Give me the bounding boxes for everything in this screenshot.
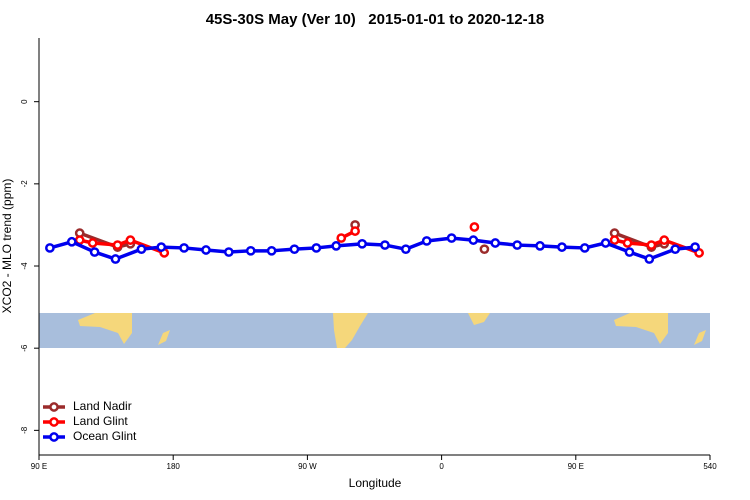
point	[670, 244, 681, 255]
x-tick-label: 90 E	[568, 462, 584, 471]
point	[659, 235, 670, 245]
new-zealand	[158, 330, 170, 345]
point	[179, 243, 189, 253]
point	[557, 242, 567, 252]
australia	[78, 313, 132, 344]
point	[66, 236, 77, 247]
australia-repeat	[614, 313, 668, 344]
point	[245, 245, 256, 256]
x-tick-label: 90 W	[298, 462, 317, 471]
new-zealand-repeat	[694, 330, 706, 345]
point	[350, 226, 360, 236]
point	[468, 235, 479, 245]
point	[622, 238, 633, 248]
point	[479, 244, 490, 255]
x-tick-label: 0	[439, 462, 444, 471]
point	[112, 240, 123, 250]
point	[609, 235, 620, 245]
point	[110, 254, 121, 264]
legend-label: Land Nadir	[73, 399, 132, 413]
point	[223, 247, 234, 257]
point	[380, 240, 390, 250]
legend-label: Ocean Glint	[73, 429, 137, 443]
point	[469, 222, 480, 232]
point	[400, 244, 411, 255]
point	[579, 243, 590, 253]
point	[136, 244, 147, 255]
point	[624, 247, 635, 257]
legend-marker	[49, 417, 59, 427]
y-axis-label: XCO2 - MLO trend (ppm)	[0, 179, 14, 314]
y-tick-label: -2	[20, 180, 29, 188]
point	[87, 238, 98, 248]
y-tick-label: 0	[20, 99, 29, 104]
map-strip	[39, 313, 710, 348]
point	[45, 243, 55, 253]
point	[600, 238, 611, 248]
legend-label: Land Glint	[73, 414, 128, 428]
point	[421, 236, 432, 246]
point	[89, 247, 100, 257]
legend-marker	[49, 402, 59, 412]
series-line	[49, 236, 696, 261]
x-tick-label: 180	[167, 462, 181, 471]
point	[266, 245, 277, 256]
point	[512, 240, 523, 250]
y-tick-label: -8	[20, 426, 29, 434]
point	[646, 240, 657, 250]
x-axis-label: Longitude	[349, 476, 402, 490]
point	[289, 244, 300, 255]
south-america	[333, 313, 368, 348]
point	[644, 254, 655, 264]
ocean-band	[39, 313, 710, 348]
legend-marker	[49, 432, 59, 442]
point	[490, 238, 501, 248]
x-tick-label: 540	[703, 462, 717, 471]
point	[357, 238, 367, 249]
point	[690, 242, 700, 252]
y-tick-label: -4	[20, 262, 29, 270]
point	[125, 235, 136, 245]
point	[535, 241, 545, 251]
point	[201, 245, 211, 255]
point	[331, 241, 342, 251]
point	[446, 233, 457, 243]
y-tick-label: -6	[20, 344, 29, 352]
point	[311, 243, 322, 253]
africa	[468, 313, 490, 325]
point	[336, 233, 347, 243]
x-tick-label: 90 E	[31, 462, 47, 471]
chart-title: 45S-30S May (Ver 10) 2015-01-01 to 2020-…	[206, 11, 545, 28]
point	[156, 242, 167, 252]
